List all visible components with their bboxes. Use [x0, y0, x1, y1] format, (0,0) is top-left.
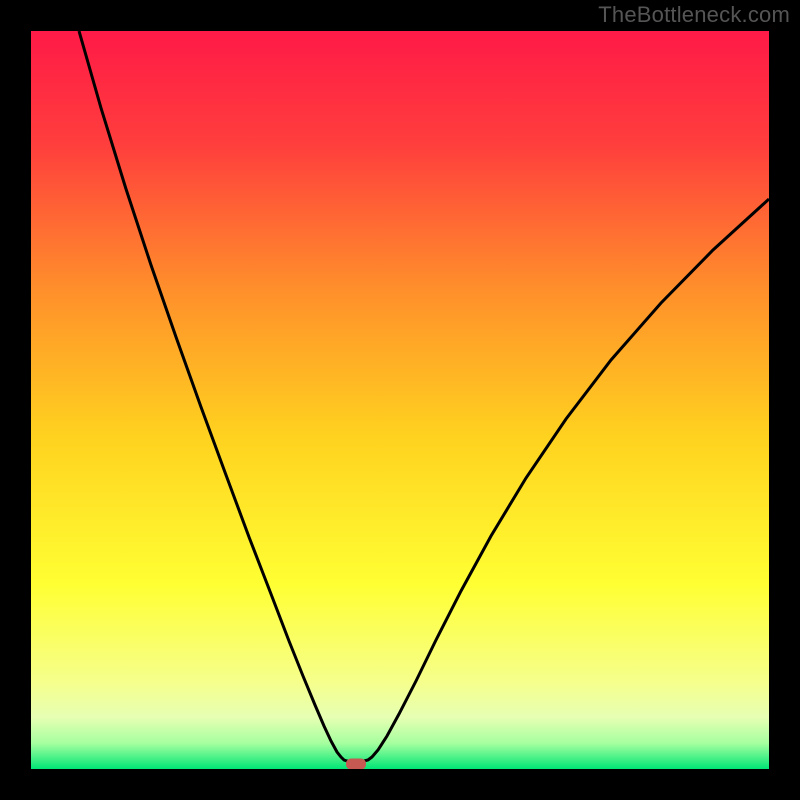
- chart-frame: TheBottleneck.com: [0, 0, 800, 800]
- plot-area: [31, 31, 769, 769]
- trough-marker: [346, 759, 366, 770]
- gradient-background: [31, 31, 769, 769]
- chart-svg: [31, 31, 769, 769]
- watermark-text: TheBottleneck.com: [598, 2, 790, 28]
